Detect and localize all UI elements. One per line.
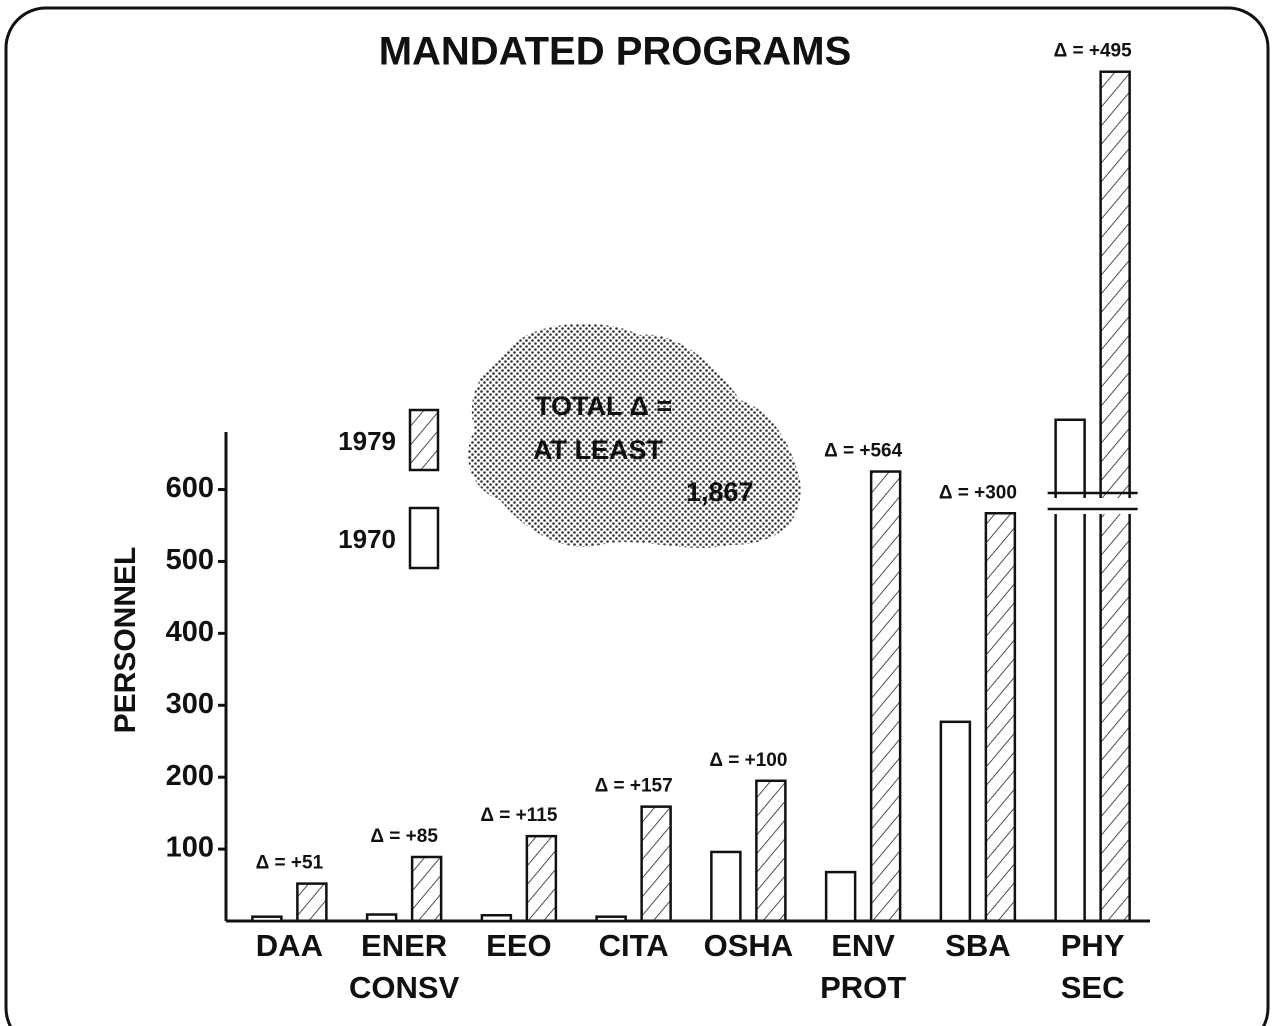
bar <box>869 470 902 923</box>
bar <box>984 512 1017 923</box>
legend-label: 1979 <box>338 426 396 456</box>
y-tick-label: 600 <box>166 472 214 504</box>
x-tick-label: DAA <box>255 928 323 963</box>
bar <box>595 915 627 923</box>
annotation: Δ = +157 <box>595 776 673 797</box>
callout-text: AT LEAST <box>533 435 663 465</box>
callout-text: TOTAL Δ = <box>535 391 672 421</box>
annotation: Δ = +300 <box>939 482 1017 503</box>
bar <box>824 870 857 923</box>
y-tick-label: 100 <box>166 832 214 864</box>
annotation: Δ = +495 <box>1054 41 1133 62</box>
legend-label: 1970 <box>338 524 396 554</box>
bar <box>251 915 283 923</box>
y-tick-label: 200 <box>166 760 214 792</box>
x-tick-label: ENER CONSV <box>349 928 460 1005</box>
x-tick-label: EEO <box>486 928 552 963</box>
annotation: Δ = +85 <box>370 826 438 847</box>
axis-break <box>1046 498 1139 514</box>
y-tick-label: 400 <box>166 616 214 648</box>
bar <box>710 850 742 923</box>
x-tick-label: SBA <box>945 928 1011 963</box>
bar <box>525 834 558 923</box>
callout-cloud <box>468 323 801 548</box>
frame <box>4 6 1270 1026</box>
annotation: Δ = +100 <box>709 750 787 771</box>
bar <box>1054 418 1086 923</box>
callout-text: 1,867 <box>686 477 754 507</box>
y-axis-label: PERSONNEL <box>109 547 142 734</box>
x-tick-label: ENV PROT <box>820 928 907 1005</box>
bar <box>755 779 787 923</box>
y-tick-label: 300 <box>166 688 214 720</box>
bar <box>939 720 972 923</box>
bar <box>480 913 513 923</box>
x-tick-label: PHY SEC <box>1060 928 1125 1005</box>
bar <box>365 913 398 923</box>
x-tick-label: CITA <box>598 928 669 963</box>
chart-title: MANDATED PROGRAMS <box>379 30 852 74</box>
legend-swatch <box>408 408 440 472</box>
annotation: Δ = +115 <box>480 805 557 826</box>
x-tick-label: OSHA <box>703 928 794 963</box>
annotation: Δ = +51 <box>256 853 324 874</box>
bar <box>296 882 328 923</box>
bar <box>410 855 443 923</box>
y-tick-label: 500 <box>166 544 214 576</box>
bar <box>640 805 672 923</box>
legend-swatch <box>408 506 440 570</box>
bar <box>1099 70 1131 923</box>
annotation: Δ = +564 <box>824 441 903 462</box>
